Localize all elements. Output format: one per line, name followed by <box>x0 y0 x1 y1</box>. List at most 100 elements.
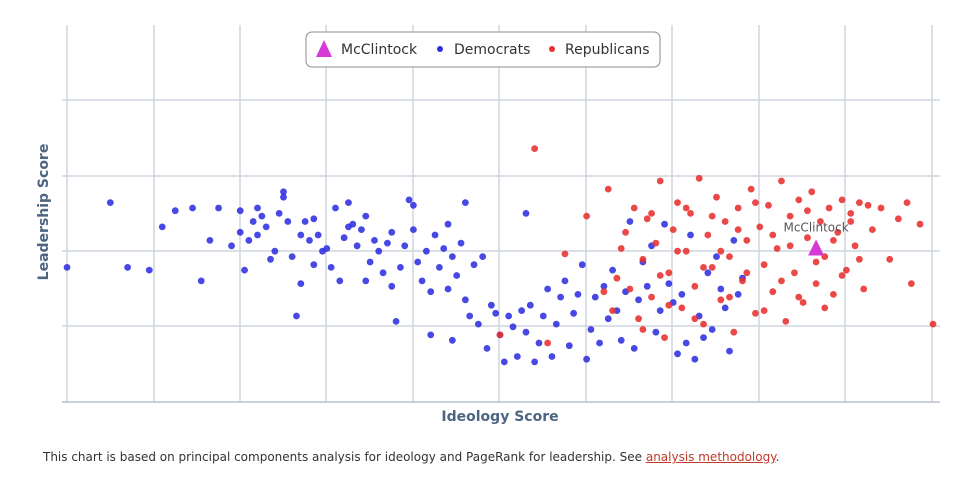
democrat-point[interactable] <box>626 218 634 225</box>
republican-point[interactable] <box>929 320 937 328</box>
democrat-point[interactable] <box>448 336 456 344</box>
democrat-point[interactable] <box>254 204 261 212</box>
democrat-point[interactable] <box>410 201 417 209</box>
democrat-point[interactable] <box>297 280 305 287</box>
democrat-point[interactable] <box>531 358 539 366</box>
republican-point[interactable] <box>808 188 816 196</box>
republican-point[interactable] <box>877 204 885 212</box>
democrat-point[interactable] <box>345 199 352 207</box>
democrat-point[interactable] <box>479 253 487 260</box>
republican-point[interactable] <box>734 226 742 234</box>
democrat-point[interactable] <box>448 253 456 260</box>
democrat-point[interactable] <box>713 253 720 260</box>
democrat-point[interactable] <box>366 258 374 266</box>
republican-point[interactable] <box>821 304 829 312</box>
democrat-point[interactable] <box>310 215 318 223</box>
republican-point[interactable] <box>739 277 746 285</box>
democrat-point[interactable] <box>730 237 738 244</box>
democrat-point[interactable] <box>267 255 274 263</box>
republican-point[interactable] <box>817 218 824 225</box>
republican-point[interactable] <box>778 177 785 185</box>
republican-point[interactable] <box>639 326 647 333</box>
democrat-point[interactable] <box>245 237 253 244</box>
democrat-point[interactable] <box>470 261 478 269</box>
democrat-point[interactable] <box>427 288 435 296</box>
republican-point[interactable] <box>838 196 846 204</box>
democrat-point[interactable] <box>444 285 452 293</box>
democrat-point[interactable] <box>362 277 370 285</box>
republican-point[interactable] <box>907 280 915 287</box>
republican-point[interactable] <box>544 339 552 347</box>
democrat-point[interactable] <box>189 204 196 212</box>
republican-point[interactable] <box>868 226 876 234</box>
democrat-point[interactable] <box>643 282 651 290</box>
republican-point[interactable] <box>795 196 803 204</box>
democrat-point[interactable] <box>249 218 257 225</box>
republican-point[interactable] <box>561 250 569 258</box>
mcclintock-point[interactable] <box>808 239 825 256</box>
democrat-point[interactable] <box>544 285 552 293</box>
democrat-point[interactable] <box>332 204 339 212</box>
democrat-point[interactable] <box>461 199 469 207</box>
democrat-point[interactable] <box>578 261 586 269</box>
republican-point[interactable] <box>665 301 673 309</box>
democrat-point[interactable] <box>522 328 530 336</box>
democrat-point[interactable] <box>704 269 712 277</box>
republican-point[interactable] <box>630 204 638 212</box>
republican-point[interactable] <box>708 212 716 220</box>
democrat-point[interactable] <box>440 245 448 252</box>
republican-point[interactable] <box>648 210 655 217</box>
democrat-point[interactable] <box>691 355 699 363</box>
republican-point[interactable] <box>786 242 794 250</box>
republican-point[interactable] <box>704 231 712 239</box>
democrat-point[interactable] <box>262 223 270 231</box>
democrat-point[interactable] <box>656 307 664 314</box>
democrat-point[interactable] <box>280 193 287 201</box>
republican-point[interactable] <box>752 199 759 207</box>
republican-point[interactable] <box>804 234 811 242</box>
democrat-point[interactable] <box>665 280 673 287</box>
democrat-point[interactable] <box>509 323 517 331</box>
democrat-point[interactable] <box>539 312 547 320</box>
democrat-point[interactable] <box>375 247 383 255</box>
republican-point[interactable] <box>847 210 855 217</box>
democrat-point[interactable] <box>297 231 305 239</box>
democrat-point[interactable] <box>574 291 582 298</box>
democrat-point[interactable] <box>466 312 474 320</box>
republican-point[interactable] <box>760 261 768 269</box>
republican-point[interactable] <box>682 204 690 212</box>
democrat-point[interactable] <box>306 237 313 244</box>
democrat-point[interactable] <box>444 220 452 228</box>
republican-point[interactable] <box>838 272 846 279</box>
republican-point[interactable] <box>769 231 777 239</box>
republican-point[interactable] <box>661 334 668 341</box>
republican-point[interactable] <box>613 274 621 282</box>
republican-point[interactable] <box>894 215 902 223</box>
democrat-point[interactable] <box>652 328 660 336</box>
republican-point[interactable] <box>691 282 699 290</box>
democrat-point[interactable] <box>418 277 426 285</box>
democrat-point[interactable] <box>323 245 331 252</box>
democrat-point[interactable] <box>392 318 400 325</box>
republican-point[interactable] <box>825 204 833 212</box>
democrat-point[interactable] <box>301 218 309 225</box>
republican-point[interactable] <box>656 177 664 185</box>
democrat-point[interactable] <box>526 301 534 309</box>
republican-point[interactable] <box>691 315 699 323</box>
democrat-point[interactable] <box>241 266 248 274</box>
analysis-methodology-link[interactable]: analysis methodology <box>645 450 776 464</box>
republican-point[interactable] <box>635 315 642 323</box>
republican-point[interactable] <box>496 331 504 339</box>
republican-point[interactable] <box>791 269 798 277</box>
republican-point[interactable] <box>674 199 681 207</box>
republican-point[interactable] <box>830 291 837 298</box>
republican-point[interactable] <box>708 264 716 271</box>
democrat-point[interactable] <box>215 204 222 212</box>
republican-point[interactable] <box>903 199 911 207</box>
democrat-point[interactable] <box>336 277 344 285</box>
democrat-point[interactable] <box>587 326 595 333</box>
democrat-point[interactable] <box>518 307 526 314</box>
democrat-point[interactable] <box>431 231 439 239</box>
republican-point[interactable] <box>855 199 863 207</box>
democrat-point[interactable] <box>565 342 573 350</box>
